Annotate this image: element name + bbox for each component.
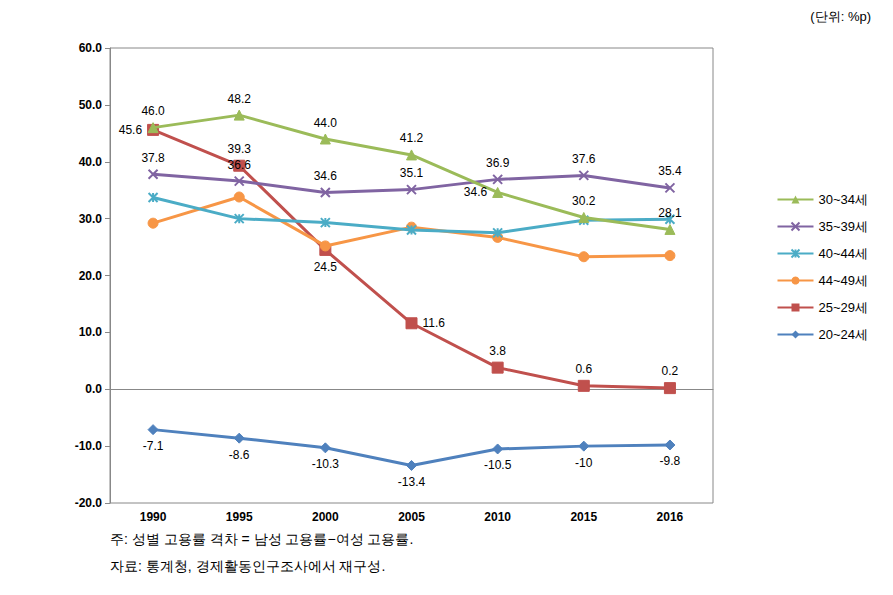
svg-text:3.8: 3.8 [489, 344, 506, 358]
svg-text:30.2: 30.2 [572, 194, 596, 208]
svg-text:25~29세: 25~29세 [818, 300, 868, 315]
svg-text:24.5: 24.5 [314, 260, 338, 274]
svg-text:40.0: 40.0 [79, 155, 103, 169]
svg-text:2016: 2016 [657, 510, 684, 524]
svg-text:자료: 통계청, 경제활동인구조사에서 재구성.: 자료: 통계청, 경제활동인구조사에서 재구성. [110, 558, 385, 574]
svg-text:28.1: 28.1 [658, 206, 682, 220]
svg-text:35~39세: 35~39세 [818, 219, 868, 234]
svg-text:-10.5: -10.5 [484, 458, 512, 472]
svg-text:45.6: 45.6 [119, 123, 143, 137]
svg-text:-8.6: -8.6 [229, 448, 250, 462]
svg-text:11.6: 11.6 [423, 316, 446, 330]
svg-text:-10: -10 [575, 456, 593, 470]
svg-text:20~24세: 20~24세 [818, 327, 868, 342]
svg-text:39.3: 39.3 [228, 142, 252, 156]
svg-text:35.1: 35.1 [400, 166, 424, 180]
svg-text:46.0: 46.0 [141, 104, 165, 118]
svg-text:34.6: 34.6 [314, 169, 338, 183]
svg-text:2010: 2010 [484, 510, 511, 524]
svg-text:37.6: 37.6 [572, 152, 596, 166]
svg-text:60.0: 60.0 [79, 41, 103, 55]
svg-text:50.0: 50.0 [79, 98, 103, 112]
svg-text:-13.4: -13.4 [398, 475, 426, 489]
svg-text:40~44세: 40~44세 [818, 246, 868, 261]
svg-text:36.6: 36.6 [228, 158, 252, 172]
svg-text:1990: 1990 [140, 510, 167, 524]
svg-text:2005: 2005 [398, 510, 425, 524]
svg-text:2000: 2000 [312, 510, 339, 524]
svg-text:-10.0: -10.0 [75, 439, 103, 453]
svg-text:2015: 2015 [570, 510, 597, 524]
svg-text:0.6: 0.6 [575, 362, 592, 376]
svg-text:1995: 1995 [226, 510, 253, 524]
svg-text:41.2: 41.2 [400, 131, 424, 145]
svg-text:48.2: 48.2 [228, 92, 252, 106]
svg-text:-7.1: -7.1 [143, 439, 164, 453]
svg-text:44.0: 44.0 [314, 116, 338, 130]
svg-text:0.2: 0.2 [662, 364, 679, 378]
svg-text:20.0: 20.0 [79, 269, 103, 283]
svg-text:0.0: 0.0 [85, 382, 102, 396]
svg-text:35.4: 35.4 [658, 164, 682, 178]
svg-text:37.8: 37.8 [141, 151, 165, 165]
svg-text:(단위: %p): (단위: %p) [810, 9, 871, 24]
svg-text:34.6: 34.6 [464, 185, 488, 199]
svg-text:30~34세: 30~34세 [818, 192, 868, 207]
svg-text:주: 성별 고용률 격차 = 남성 고용률−여성 고용률.: 주: 성별 고용률 격차 = 남성 고용률−여성 고용률. [110, 531, 413, 547]
svg-text:-9.8: -9.8 [660, 454, 681, 468]
svg-text:10.0: 10.0 [79, 325, 103, 339]
svg-text:-10.3: -10.3 [312, 457, 340, 471]
svg-text:36.9: 36.9 [486, 156, 510, 170]
svg-text:30.0: 30.0 [79, 212, 103, 226]
svg-text:-20.0: -20.0 [75, 496, 103, 510]
svg-text:44~49세: 44~49세 [818, 273, 868, 288]
